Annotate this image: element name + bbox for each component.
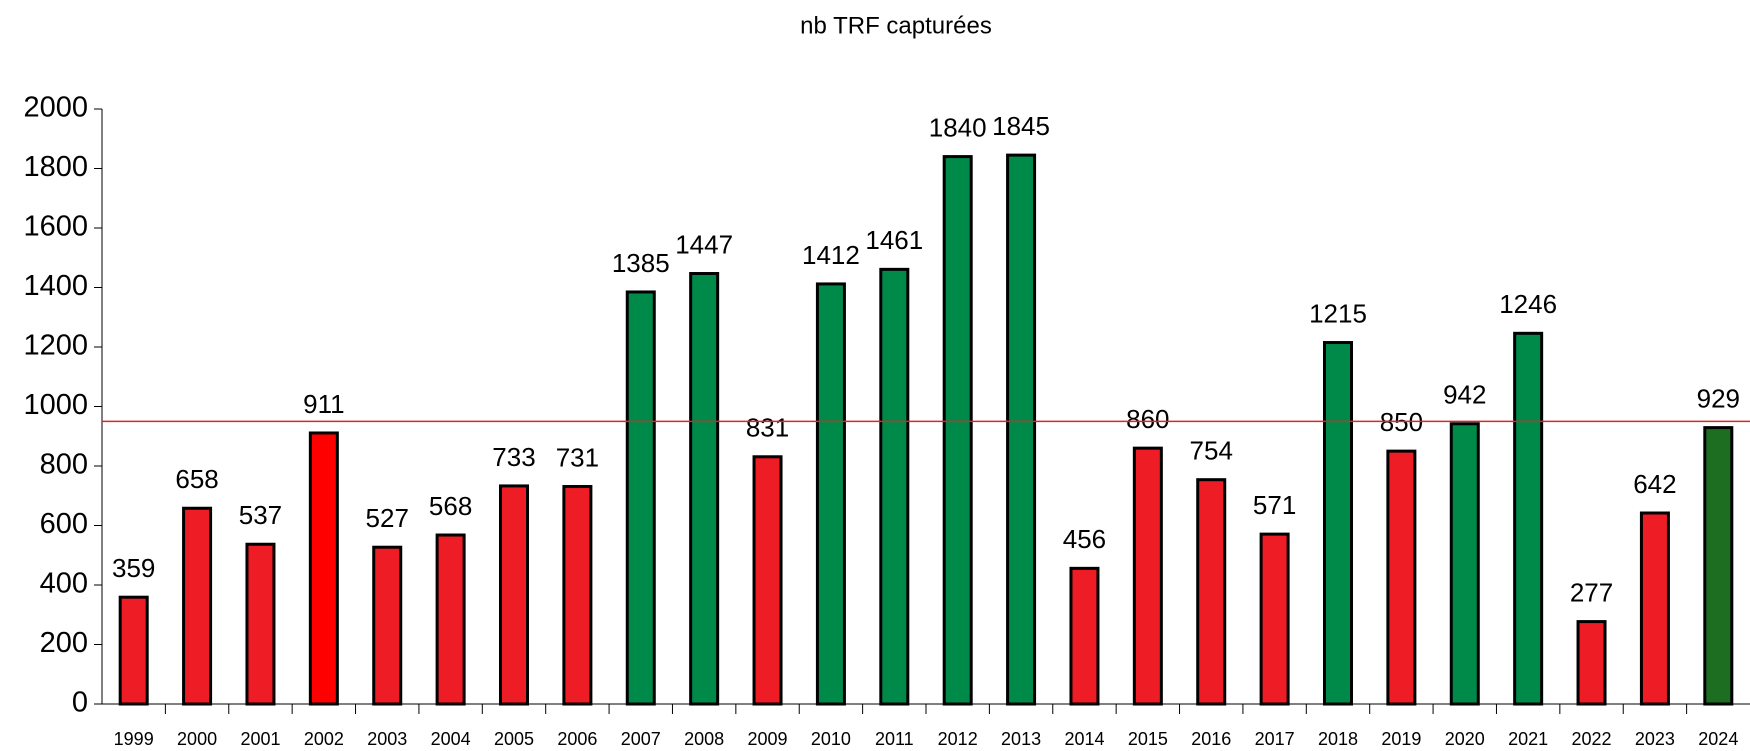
x-tick-label: 2010 bbox=[811, 729, 851, 749]
x-tick-label: 2024 bbox=[1698, 729, 1738, 749]
x-tick-label: 1999 bbox=[114, 729, 154, 749]
value-label: 642 bbox=[1633, 469, 1676, 499]
bar bbox=[1386, 449, 1417, 706]
value-label: 1845 bbox=[992, 111, 1050, 141]
value-label: 1461 bbox=[865, 225, 923, 255]
value-label: 537 bbox=[239, 500, 282, 530]
bar bbox=[1069, 566, 1100, 706]
bar bbox=[1196, 478, 1227, 706]
bar bbox=[372, 545, 403, 706]
x-tick-label: 2001 bbox=[240, 729, 280, 749]
bar bbox=[1576, 620, 1607, 706]
y-tick-label: 1400 bbox=[23, 270, 88, 302]
value-label: 527 bbox=[366, 503, 409, 533]
value-label: 831 bbox=[746, 413, 789, 443]
y-tick-label: 0 bbox=[72, 687, 88, 719]
value-label: 942 bbox=[1443, 380, 1486, 410]
y-tick-label: 1600 bbox=[23, 211, 88, 243]
value-label: 1447 bbox=[675, 229, 733, 259]
value-label: 1840 bbox=[929, 112, 987, 142]
y-tick-label: 1800 bbox=[23, 151, 88, 183]
x-tick-label: 2002 bbox=[304, 729, 344, 749]
x-tick-label: 2013 bbox=[1001, 729, 1041, 749]
x-tick-label: 2015 bbox=[1128, 729, 1168, 749]
x-tick-label: 2012 bbox=[938, 729, 978, 749]
bar bbox=[1259, 532, 1290, 706]
value-label: 1246 bbox=[1499, 289, 1557, 319]
x-tick-label: 2000 bbox=[177, 729, 217, 749]
bar bbox=[815, 282, 846, 706]
value-label: 731 bbox=[556, 442, 599, 472]
bar bbox=[499, 484, 529, 706]
value-label: 359 bbox=[112, 553, 155, 583]
x-tick-label: 2023 bbox=[1635, 729, 1675, 749]
x-tick-label: 2018 bbox=[1318, 729, 1358, 749]
value-label: 568 bbox=[429, 491, 472, 521]
value-label: 571 bbox=[1253, 490, 1296, 520]
bar bbox=[118, 595, 149, 706]
x-tick-label: 2022 bbox=[1572, 729, 1612, 749]
x-tick-label: 2005 bbox=[494, 729, 534, 749]
bar bbox=[942, 155, 973, 706]
value-label: 860 bbox=[1126, 404, 1169, 434]
value-label: 658 bbox=[175, 464, 218, 494]
x-tick-label: 2021 bbox=[1508, 729, 1548, 749]
value-label: 911 bbox=[303, 389, 344, 419]
value-label: 1412 bbox=[802, 240, 860, 270]
value-label: 1385 bbox=[612, 248, 670, 278]
y-tick-label: 1200 bbox=[23, 330, 88, 362]
bar bbox=[1639, 511, 1670, 706]
value-label: 456 bbox=[1063, 524, 1106, 554]
y-tick-label: 2000 bbox=[23, 92, 88, 124]
x-tick-label: 2019 bbox=[1381, 729, 1421, 749]
y-tick-label: 200 bbox=[40, 627, 88, 659]
x-tick-label: 2009 bbox=[748, 729, 788, 749]
value-label: 733 bbox=[492, 442, 535, 472]
bar bbox=[1323, 341, 1353, 706]
y-tick-label: 400 bbox=[40, 568, 88, 600]
bar bbox=[625, 290, 656, 706]
bar bbox=[182, 506, 213, 706]
x-tick-label: 2017 bbox=[1255, 729, 1295, 749]
value-label: 754 bbox=[1190, 436, 1233, 466]
x-tick-label: 2003 bbox=[367, 729, 407, 749]
bar bbox=[752, 455, 783, 706]
bar bbox=[1513, 331, 1544, 706]
chart-title: nb TRF capturées bbox=[800, 12, 992, 39]
x-tick-label: 2006 bbox=[557, 729, 597, 749]
value-label: 929 bbox=[1697, 383, 1740, 413]
y-tick-label: 600 bbox=[40, 508, 88, 540]
x-tick-label: 2020 bbox=[1445, 729, 1485, 749]
bar bbox=[1703, 426, 1734, 706]
bar bbox=[435, 533, 466, 706]
y-tick-label: 1000 bbox=[23, 389, 88, 421]
x-tick-label: 2011 bbox=[875, 729, 914, 749]
y-tick-label: 800 bbox=[40, 449, 88, 481]
bar bbox=[1449, 422, 1480, 706]
x-tick-label: 2007 bbox=[621, 729, 661, 749]
bar bbox=[308, 431, 339, 706]
value-label: 277 bbox=[1570, 577, 1613, 607]
x-tick-label: 2004 bbox=[431, 729, 471, 749]
value-label: 1215 bbox=[1309, 298, 1367, 328]
bar bbox=[245, 542, 276, 706]
x-tick-label: 2014 bbox=[1064, 729, 1104, 749]
x-tick-label: 2008 bbox=[684, 729, 724, 749]
bar bbox=[1132, 446, 1163, 706]
bar bbox=[879, 267, 910, 706]
bar bbox=[1006, 153, 1037, 706]
bar bbox=[562, 485, 593, 706]
bar bbox=[689, 272, 720, 706]
x-tick-label: 2016 bbox=[1191, 729, 1231, 749]
